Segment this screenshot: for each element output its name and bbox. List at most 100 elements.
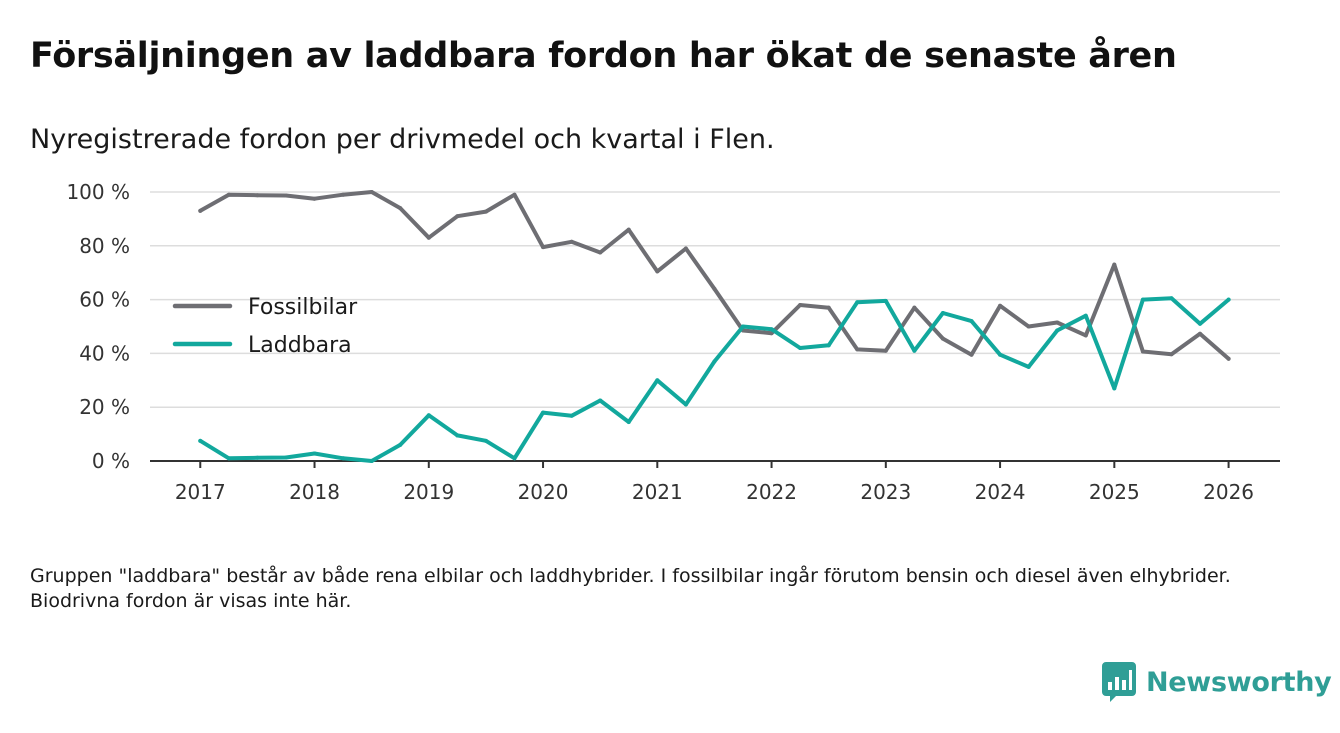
data-point-laddbara-25 [912, 348, 917, 353]
data-point-laddbara-6 [369, 459, 374, 463]
data-point-fossilbilar-18 [712, 286, 717, 291]
data-point-fossilbilar-17 [683, 246, 688, 251]
y-tick-label-20: 20 % [79, 395, 130, 419]
data-point-laddbara-18 [712, 359, 717, 364]
data-point-laddbara-28 [998, 352, 1003, 357]
x-tick-label-2026: 2026 [1203, 480, 1254, 504]
x-tick-label-2021: 2021 [632, 480, 683, 504]
data-point-laddbara-15 [626, 419, 631, 424]
data-point-laddbara-3 [283, 455, 288, 460]
data-point-laddbara-5 [341, 456, 346, 461]
y-tick-label-80: 80 % [79, 234, 130, 258]
data-point-fossilbilar-32 [1112, 262, 1117, 267]
data-point-laddbara-34 [1169, 296, 1174, 301]
data-point-fossilbilar-9 [455, 214, 460, 219]
data-point-laddbara-20 [769, 327, 774, 332]
data-point-laddbara-31 [1083, 313, 1088, 318]
data-point-fossilbilar-3 [283, 193, 288, 198]
data-point-fossilbilar-30 [1055, 320, 1060, 325]
data-point-laddbara-19 [740, 324, 745, 329]
data-point-fossilbilar-31 [1083, 333, 1088, 338]
series-line-fossilbilar [198, 190, 1231, 361]
data-point-laddbara-2 [255, 455, 260, 460]
axes: 0 % 20 % 40 % 60 % 80 % 100 % 2017 2018 2019 2020… [66, 180, 1280, 504]
data-point-fossilbilar-8 [426, 235, 431, 240]
data-point-fossilbilar-15 [626, 227, 631, 232]
x-tick-label-2020: 2020 [518, 480, 569, 504]
data-point-fossilbilar-25 [912, 305, 917, 310]
data-point-laddbara-4 [312, 451, 317, 456]
series-line-laddbara [198, 296, 1231, 463]
data-point-laddbara-10 [483, 438, 488, 443]
data-point-laddbara-12 [541, 410, 546, 415]
data-point-laddbara-26 [940, 311, 945, 316]
x-tick-label-2022: 2022 [746, 480, 797, 504]
data-point-fossilbilar-22 [826, 305, 831, 310]
y-tick-label-60: 60 % [79, 288, 130, 312]
x-tick-label-2025: 2025 [1089, 480, 1140, 504]
data-point-laddbara-11 [512, 456, 517, 461]
data-point-fossilbilar-23 [855, 347, 860, 352]
data-point-fossilbilar-5 [341, 192, 346, 197]
data-point-fossilbilar-14 [598, 250, 603, 255]
data-point-fossilbilar-34 [1169, 352, 1174, 357]
data-point-fossilbilar-33 [1140, 349, 1145, 354]
data-point-fossilbilar-36 [1226, 356, 1231, 361]
legend-label-laddbara: Laddbara [248, 333, 352, 358]
data-point-fossilbilar-4 [312, 196, 317, 201]
data-point-laddbara-8 [426, 413, 431, 418]
data-point-fossilbilar-21 [798, 302, 803, 307]
data-point-laddbara-30 [1055, 328, 1060, 333]
legend-label-fossilbilar: Fossilbilar [248, 295, 358, 320]
data-point-laddbara-24 [883, 298, 888, 303]
data-point-laddbara-33 [1140, 297, 1145, 302]
data-point-fossilbilar-7 [398, 206, 403, 211]
data-point-fossilbilar-24 [883, 348, 888, 353]
data-point-laddbara-14 [598, 398, 603, 403]
x-tick-label-2017: 2017 [175, 480, 226, 504]
series-lines [198, 190, 1231, 463]
data-point-laddbara-36 [1226, 297, 1231, 302]
chart-subtitle: Nyregistrerade fordon per drivmedel och … [30, 124, 775, 155]
x-tick-label-2018: 2018 [289, 480, 340, 504]
data-point-laddbara-17 [683, 402, 688, 407]
data-point-fossilbilar-35 [1198, 331, 1203, 336]
data-point-laddbara-27 [969, 319, 974, 324]
y-tick-label-0: 0 % [92, 449, 130, 473]
data-point-fossilbilar-29 [1026, 324, 1031, 329]
data-point-laddbara-13 [569, 413, 574, 418]
data-point-laddbara-32 [1112, 386, 1117, 391]
data-point-laddbara-16 [655, 378, 660, 383]
line-chart: 0 % 20 % 40 % 60 % 80 % 100 % 2017 2018 2019 2020… [66, 180, 1280, 504]
data-point-fossilbilar-26 [940, 336, 945, 341]
x-tick-label-2023: 2023 [860, 480, 911, 504]
y-tick-label-100: 100 % [66, 180, 130, 204]
data-point-fossilbilar-0 [198, 208, 203, 213]
data-point-laddbara-1 [226, 456, 231, 461]
legend: Fossilbilar Laddbara [172, 295, 358, 358]
x-tick-label-2024: 2024 [975, 480, 1026, 504]
data-point-fossilbilar-27 [969, 352, 974, 357]
data-point-fossilbilar-10 [483, 209, 488, 214]
footnote: Gruppen "laddbara" består av både rena e… [30, 565, 1231, 612]
x-tick-label-2019: 2019 [403, 480, 454, 504]
data-point-fossilbilar-11 [512, 192, 517, 197]
data-point-laddbara-7 [398, 442, 403, 447]
data-point-laddbara-35 [1198, 321, 1203, 326]
data-point-fossilbilar-16 [655, 269, 660, 274]
chart-title: Försäljningen av laddbara fordon har öka… [30, 36, 1177, 76]
data-point-fossilbilar-28 [998, 303, 1003, 308]
data-point-fossilbilar-13 [569, 239, 574, 244]
data-point-laddbara-0 [198, 438, 203, 443]
y-tick-label-40: 40 % [79, 341, 130, 365]
data-point-laddbara-9 [455, 433, 460, 438]
data-point-fossilbilar-6 [369, 190, 374, 194]
data-point-laddbara-22 [826, 343, 831, 348]
gridlines [150, 191, 1280, 408]
newsworthy-logo: Newsworthy [1102, 662, 1332, 702]
data-point-fossilbilar-2 [255, 193, 260, 198]
data-point-laddbara-23 [855, 300, 860, 305]
data-point-fossilbilar-12 [541, 245, 546, 250]
brand-name: Newsworthy [1146, 666, 1332, 698]
data-point-laddbara-21 [798, 346, 803, 351]
